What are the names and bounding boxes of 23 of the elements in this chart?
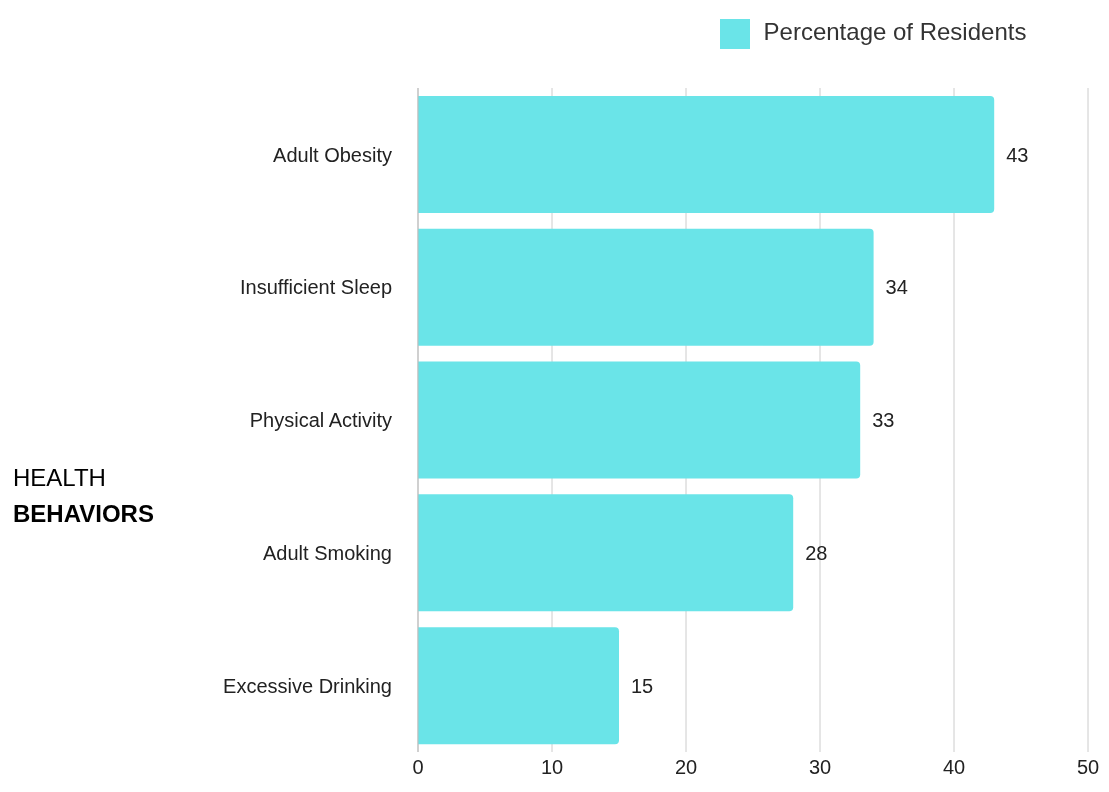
- data-label: 33: [872, 409, 895, 432]
- data-label: 15: [631, 674, 654, 697]
- text: HEALTH BEHAVIORS: [13, 463, 154, 529]
- x-tick-label: 40: [942, 756, 966, 779]
- y-tick-label: Physical Activity: [249, 409, 392, 432]
- bar: [418, 494, 794, 612]
- y-tick-label: Insufficient Sleep: [240, 276, 392, 299]
- bar: [418, 361, 861, 479]
- x-tick-label: 0: [412, 756, 424, 779]
- data-label: 34: [885, 276, 908, 299]
- data-label: 28: [805, 541, 828, 564]
- y-tick-label: Adult Smoking: [263, 541, 392, 564]
- bar: [418, 95, 995, 213]
- x-tick-label: 50: [1076, 756, 1100, 779]
- y-tick-label: Excessive Drinking: [223, 674, 392, 697]
- bar: [418, 228, 874, 346]
- x-tick-label: 10: [540, 756, 564, 779]
- legend-label: Percentage of Residents: [763, 18, 1027, 45]
- data-label: 43: [1006, 143, 1029, 166]
- x-tick-label: 30: [808, 756, 832, 779]
- x-tick-label: 20: [674, 756, 698, 779]
- y-tick-label: Adult Obesity: [273, 143, 392, 166]
- bar: [418, 627, 619, 745]
